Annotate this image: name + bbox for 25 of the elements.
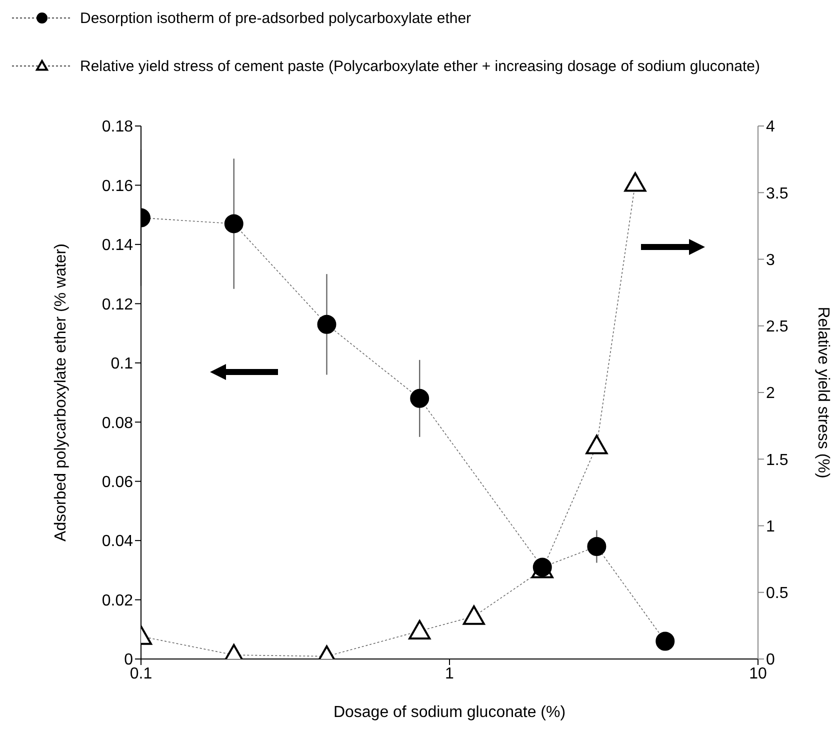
x-tick-label: 1 bbox=[445, 665, 454, 682]
y-tick-label: 0.14 bbox=[102, 237, 134, 254]
x-axis-title: Dosage of sodium gluconate (%) bbox=[333, 704, 566, 721]
y2-axis-title: Relative yield stress (%) bbox=[814, 306, 832, 478]
y-tick-label: 0.02 bbox=[102, 592, 134, 610]
y-tick-label: 0.06 bbox=[102, 474, 134, 492]
y-tick-label: 0.18 bbox=[102, 118, 134, 136]
legend-label: Desorption isotherm of pre-adsorbed polycarboxylate ether bbox=[80, 10, 472, 26]
y2-tick-label: 2 bbox=[766, 385, 775, 402]
y-tick-label: 0.1 bbox=[110, 356, 134, 373]
y-tick-label: 0.08 bbox=[102, 414, 134, 432]
y-tick-label: 0.04 bbox=[102, 533, 134, 550]
x-tick-label: 10 bbox=[749, 665, 767, 682]
y2-tick-label: 0 bbox=[766, 652, 775, 669]
y-axis-title: Adsorbed polycarboxylate ether (% water) bbox=[52, 244, 70, 542]
y-tick-label: 0.16 bbox=[102, 178, 134, 195]
legend-label: Relative yield stress of cement paste (Polycarboxylate ether + increasing dosage of sodium gluconate) bbox=[80, 58, 760, 74]
y-tick-label: 0.12 bbox=[102, 296, 134, 314]
y2-tick-label: 0.5 bbox=[766, 585, 788, 602]
y2-tick-label: 4 bbox=[766, 118, 775, 136]
y2-tick-label: 3.5 bbox=[766, 185, 788, 202]
y2-tick-label: 2.5 bbox=[766, 318, 788, 336]
y2-tick-label: 3 bbox=[766, 252, 775, 269]
y2-tick-label: 1.5 bbox=[766, 452, 788, 469]
y2-tick-label: 1 bbox=[766, 518, 775, 536]
